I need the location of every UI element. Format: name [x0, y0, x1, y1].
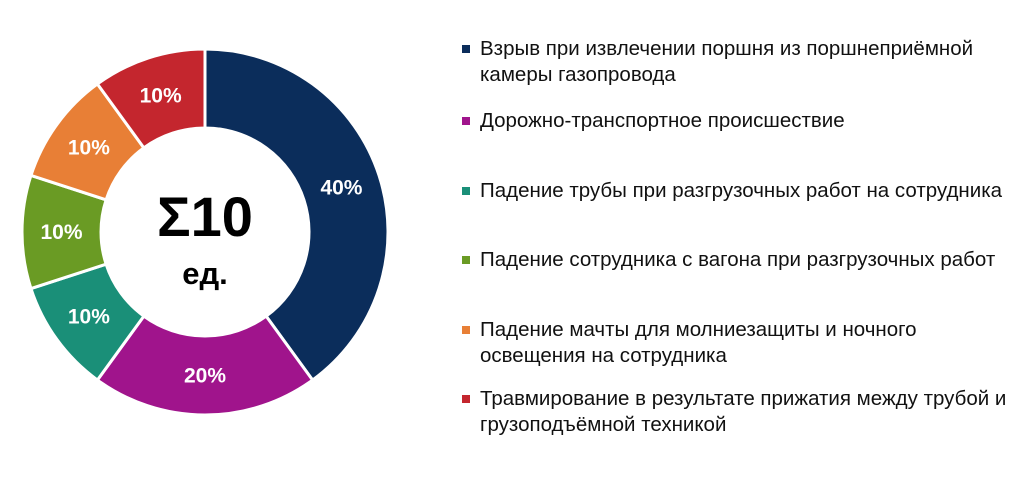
- legend-label: Падение сотрудника с вагона при разгрузо…: [480, 248, 996, 271]
- legend-label: Дорожно-транспортное происшествие: [480, 109, 845, 132]
- slice-data-label: 40%: [320, 177, 362, 200]
- legend-item: Дорожно-транспортное происшествие: [462, 108, 1012, 134]
- donut-slice: [95, 314, 315, 417]
- slice-data-label: 20%: [184, 365, 226, 388]
- legend-marker: [462, 45, 470, 53]
- center-unit: ед.: [182, 256, 228, 291]
- legend-item: Взрыв при извлечении поршня из поршнепри…: [462, 36, 1012, 88]
- legend-marker: [462, 256, 470, 264]
- center-total: Σ10: [157, 185, 253, 248]
- legend-item: Падение сотрудника с вагона при разгрузо…: [462, 247, 1012, 273]
- donut-slice: [95, 47, 207, 150]
- donut-slice-labels: 40% 20% 10% 10% 10% 10%: [40, 85, 362, 388]
- donut-slice: [203, 47, 390, 383]
- legend-marker: [462, 187, 470, 195]
- slice-data-label: 10%: [140, 85, 182, 108]
- legend-item: Травмирование в результате прижатия межд…: [462, 386, 1012, 438]
- legend-item: Падение трубы при разгрузочных работ на …: [462, 178, 1012, 204]
- slice-data-label: 10%: [68, 137, 110, 160]
- donut-chart: 40% 20% 10% 10% 10% 10% Σ10 ед.: [20, 47, 390, 417]
- legend-label: Травмирование в результате прижатия межд…: [480, 387, 1007, 436]
- legend-marker: [462, 395, 470, 403]
- legend-item: Падение мачты для молниезащиты и ночного…: [462, 317, 1012, 369]
- legend-label: Падение трубы при разгрузочных работ на …: [480, 179, 1003, 202]
- legend-marker: [462, 326, 470, 334]
- donut-slices: [20, 47, 390, 417]
- legend-label: Падение мачты для молниезащиты и ночного…: [480, 318, 917, 367]
- legend-marker: [462, 117, 470, 125]
- legend-label: Взрыв при извлечении поршня из поршнепри…: [480, 37, 974, 86]
- slice-data-label: 10%: [40, 221, 82, 244]
- slice-data-label: 10%: [68, 305, 110, 328]
